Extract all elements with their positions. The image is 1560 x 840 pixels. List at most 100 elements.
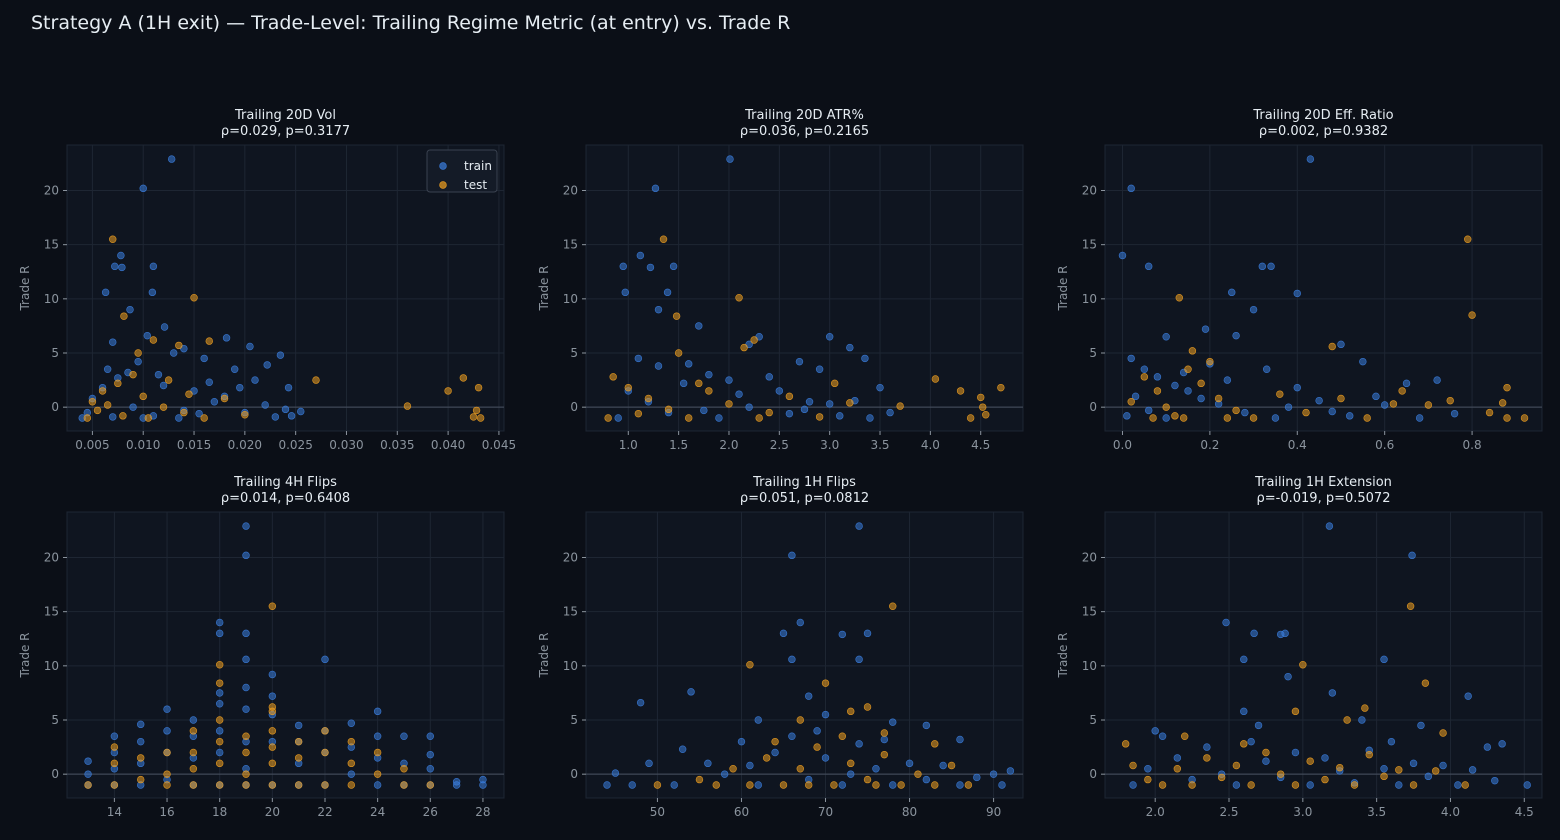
train-point bbox=[129, 403, 137, 411]
train-point bbox=[889, 718, 897, 726]
train-point bbox=[137, 737, 145, 746]
train-point bbox=[685, 360, 693, 368]
train-point bbox=[705, 370, 713, 379]
test-point bbox=[1432, 767, 1440, 775]
test-point bbox=[1464, 235, 1472, 243]
train-point bbox=[669, 262, 678, 271]
test-point bbox=[966, 414, 975, 422]
train-point bbox=[1325, 522, 1334, 530]
y-tick-label: 15 bbox=[44, 605, 59, 619]
x-tick-label: 0.6 bbox=[1375, 438, 1394, 452]
test-point bbox=[163, 770, 171, 778]
y-tick-label: 5 bbox=[51, 713, 59, 727]
y-tick-label: 20 bbox=[44, 551, 59, 565]
test-point bbox=[1158, 781, 1167, 789]
train-point bbox=[1424, 772, 1433, 781]
train-point bbox=[426, 732, 434, 740]
train-point bbox=[261, 401, 269, 409]
test-point bbox=[220, 394, 229, 403]
train-point bbox=[1402, 379, 1411, 388]
x-tick-label: 0.010 bbox=[126, 438, 160, 452]
test-point bbox=[664, 405, 673, 414]
train-point bbox=[268, 692, 277, 700]
train-point bbox=[1321, 754, 1329, 762]
x-tick-label: 18 bbox=[212, 805, 227, 819]
panel-stats: ρ=-0.019, p=0.5072 bbox=[1257, 491, 1391, 506]
test-point bbox=[312, 376, 320, 384]
test-point bbox=[190, 294, 198, 302]
test-point bbox=[609, 373, 617, 381]
train-point bbox=[805, 398, 814, 406]
train-point bbox=[210, 398, 219, 406]
train-point bbox=[103, 365, 112, 373]
test-point bbox=[242, 732, 250, 740]
train-point bbox=[1380, 401, 1389, 409]
x-tick-label: 26 bbox=[423, 805, 438, 819]
test-point bbox=[83, 414, 92, 422]
x-tick-label: 0.015 bbox=[177, 438, 211, 452]
train-point bbox=[1144, 262, 1153, 271]
train-point bbox=[111, 262, 119, 271]
test-point bbox=[268, 727, 277, 735]
test-point bbox=[771, 737, 779, 746]
train-point bbox=[785, 409, 794, 418]
train-point bbox=[1450, 409, 1459, 418]
test-point bbox=[831, 379, 839, 388]
test-point bbox=[1498, 399, 1507, 407]
train-point bbox=[242, 551, 250, 560]
train-point bbox=[1262, 757, 1270, 765]
test-point bbox=[1144, 775, 1152, 784]
y-axis-label: Trade R bbox=[18, 265, 32, 311]
test-point bbox=[847, 759, 855, 768]
train-point bbox=[347, 719, 356, 727]
train-point bbox=[1006, 767, 1015, 775]
train-point bbox=[230, 365, 239, 373]
test-point bbox=[294, 754, 303, 762]
test-point bbox=[426, 781, 434, 789]
test-point bbox=[1485, 408, 1494, 417]
test-point bbox=[765, 408, 773, 417]
train-point bbox=[84, 757, 92, 765]
train-point bbox=[1144, 765, 1152, 773]
train-point bbox=[126, 305, 134, 314]
test-point bbox=[321, 727, 329, 735]
train-point bbox=[242, 522, 250, 530]
test-point bbox=[880, 750, 889, 759]
train-point bbox=[242, 629, 250, 638]
test-point bbox=[268, 707, 277, 716]
test-point bbox=[1291, 707, 1300, 716]
test-point bbox=[604, 414, 612, 422]
train-point bbox=[215, 700, 224, 708]
x-tick-label: 1.0 bbox=[619, 438, 638, 452]
train-point bbox=[825, 333, 834, 341]
test-point bbox=[725, 400, 733, 408]
train-point bbox=[1241, 408, 1249, 417]
train-point bbox=[846, 343, 854, 352]
train-point bbox=[1491, 776, 1499, 785]
train-point bbox=[163, 727, 171, 735]
test-point bbox=[997, 383, 1005, 392]
train-point bbox=[321, 655, 329, 664]
y-axis-label: Trade R bbox=[1056, 632, 1070, 678]
train-point bbox=[1454, 781, 1462, 789]
train-point bbox=[117, 251, 125, 260]
x-tick-label: 3.5 bbox=[870, 438, 889, 452]
test-point bbox=[1503, 414, 1511, 422]
train-point bbox=[715, 414, 723, 422]
test-point bbox=[821, 679, 830, 687]
test-point bbox=[1181, 732, 1189, 740]
train-point bbox=[1254, 721, 1263, 730]
train-point bbox=[805, 692, 813, 700]
x-tick-label: 4.0 bbox=[921, 438, 940, 452]
test-point bbox=[1232, 761, 1241, 770]
train-point bbox=[215, 727, 224, 735]
test-point bbox=[1121, 740, 1130, 748]
train-point bbox=[989, 770, 998, 778]
test-point bbox=[846, 399, 854, 407]
train-point bbox=[276, 351, 285, 359]
train-point bbox=[110, 732, 119, 740]
panel-2: 1.0 1.5 2.0 2.5 3.0 3.5 4.0 4.5 0 5 10 15 20 Trade R T… bbox=[537, 108, 1024, 452]
train-point bbox=[281, 405, 290, 414]
test-point bbox=[914, 770, 922, 778]
train-point bbox=[838, 630, 847, 639]
